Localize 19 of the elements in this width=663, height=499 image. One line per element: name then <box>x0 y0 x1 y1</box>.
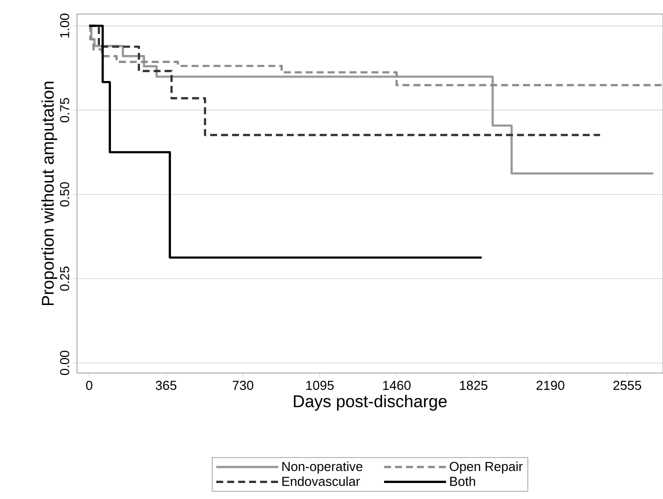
x-tick-label: 1095 <box>306 380 334 390</box>
x-tick-label: 0 <box>86 380 92 390</box>
legend-label: Non-operative <box>282 462 362 474</box>
legend-label: Open Repair <box>450 462 523 474</box>
y-tick-label: 0.50 <box>60 182 70 206</box>
y-axis-title: Proportion without amputation <box>41 82 58 306</box>
legend-label: Both <box>450 476 476 486</box>
x-tick-label: 1825 <box>460 380 488 390</box>
x-tick-label: 1460 <box>383 380 411 390</box>
x-axis-title: Days post-discharge <box>294 394 447 411</box>
y-tick-label: 0.25 <box>60 266 70 291</box>
y-tick-label: 1.00 <box>60 14 70 38</box>
x-tick-label: 2190 <box>536 380 564 390</box>
legend-label: Endovascular <box>282 476 360 486</box>
x-tick-label: 365 <box>156 380 176 390</box>
x-tick-label: 2555 <box>613 380 642 390</box>
x-tick-label: 730 <box>232 380 254 390</box>
y-tick-label: 0.75 <box>60 98 70 122</box>
y-tick-label: 0.00 <box>60 350 70 376</box>
